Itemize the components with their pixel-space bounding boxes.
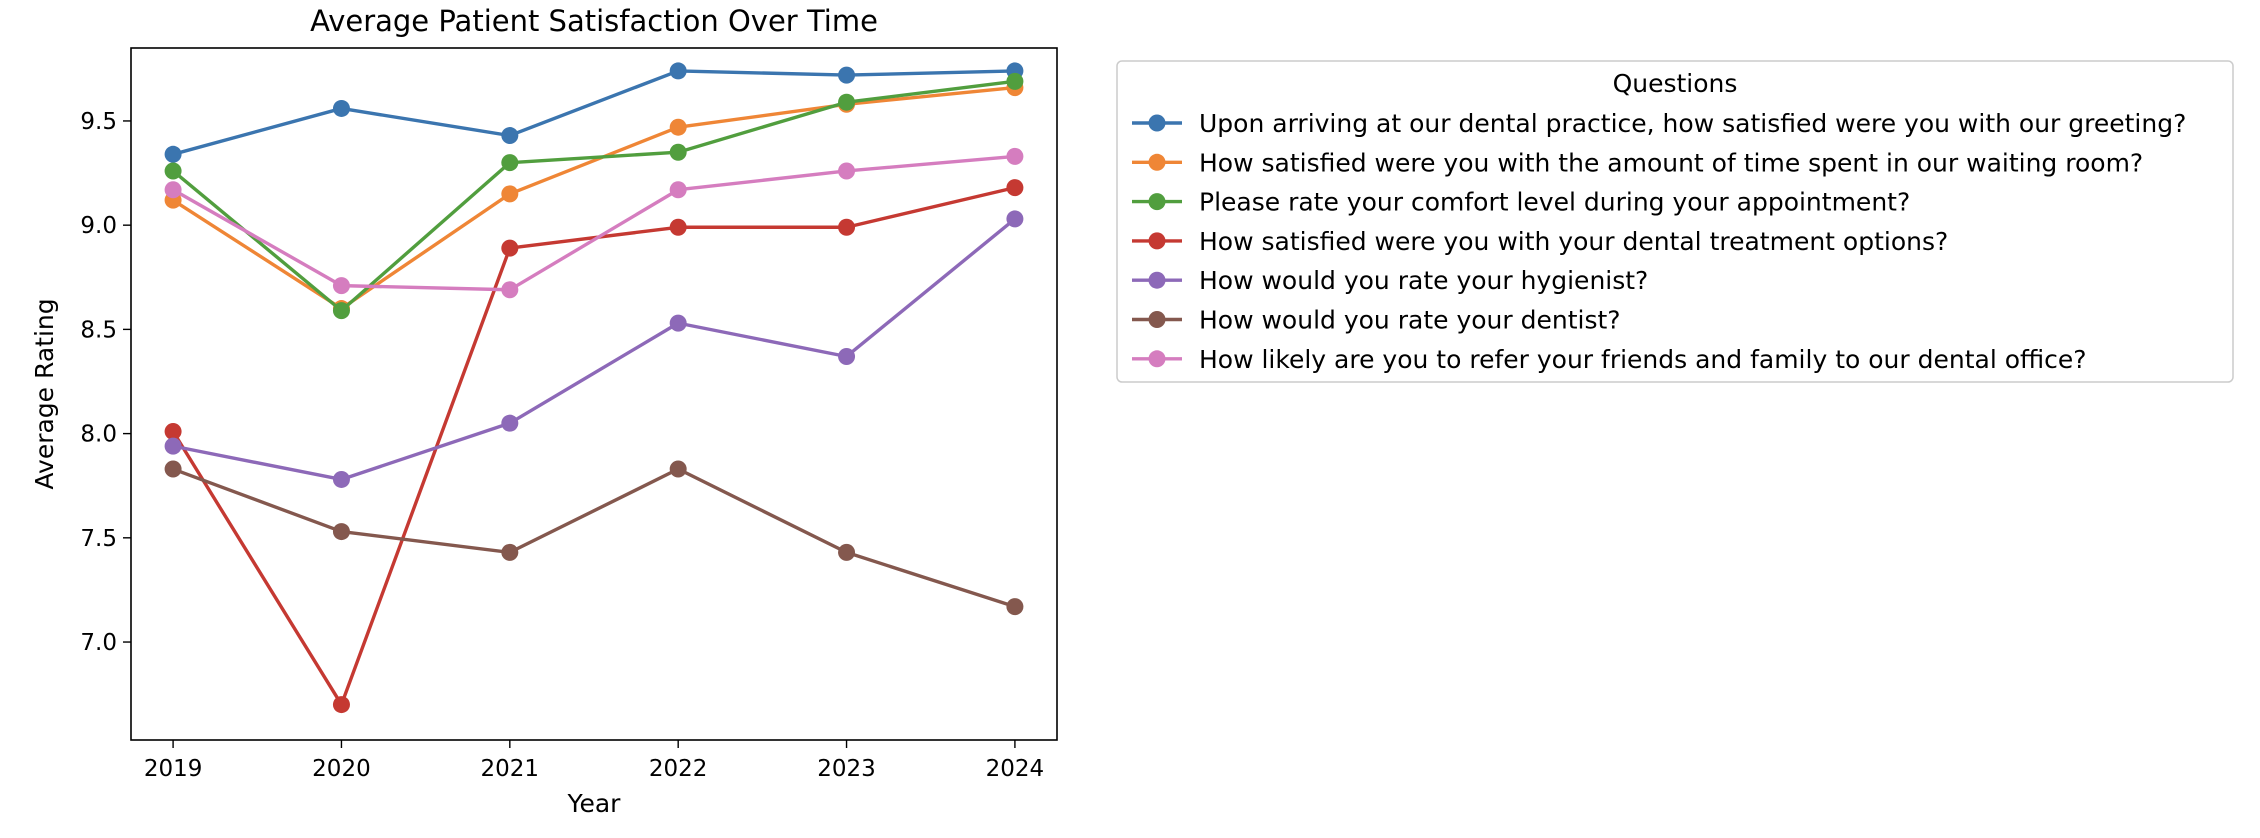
data-point [332, 470, 350, 488]
data-point [669, 62, 687, 80]
legend-marker [1148, 271, 1166, 289]
data-point [164, 423, 182, 441]
data-point [332, 696, 350, 714]
data-point [164, 437, 182, 455]
legend-item: How would you rate your dentist? [1132, 306, 1621, 335]
data-point [838, 93, 856, 111]
data-point [669, 218, 687, 236]
y-tick-label: 8.0 [80, 422, 117, 448]
series-line [172, 154, 1016, 292]
series-line [171, 185, 1016, 707]
data-point [838, 218, 856, 236]
plot-area [130, 47, 1058, 741]
legend-marker [1148, 114, 1166, 132]
x-tick-label: 2020 [312, 756, 371, 782]
legend-item: Upon arriving at our dental practice, ho… [1132, 109, 2186, 138]
y-tick-label: 7.0 [80, 630, 117, 656]
data-point [838, 543, 856, 561]
legend-marker [1148, 153, 1166, 171]
data-point [501, 154, 519, 172]
legend-label: How would you rate your hygienist? [1199, 266, 1648, 295]
legend-item: Please rate your comfort level during yo… [1132, 188, 1910, 217]
data-point [332, 99, 350, 117]
data-point [669, 314, 687, 332]
legend-marker [1148, 193, 1166, 211]
legend-marker [1148, 350, 1166, 368]
legend-items: Upon arriving at our dental practice, ho… [1132, 109, 2186, 374]
legend-title: Questions [1613, 69, 1738, 98]
data-point [669, 460, 687, 478]
x-axis: 2019 2020 2021 2022 2023 2024 [144, 740, 1044, 782]
series-3 [164, 72, 1024, 320]
legend-label: How likely are you to refer your friends… [1199, 345, 2087, 374]
data-point [164, 181, 182, 199]
data-point [838, 66, 856, 84]
y-axis: 7.0 7.5 8.0 8.5 9.0 9.5 [80, 109, 131, 656]
x-tick-label: 2023 [817, 756, 876, 782]
data-point [838, 162, 856, 180]
data-point [1006, 210, 1024, 228]
legend-label: How would you rate your dentist? [1199, 306, 1621, 335]
legend-item: How satisfied were you with the amount o… [1132, 148, 2143, 177]
series-6 [164, 460, 1024, 616]
y-tick-label: 9.0 [80, 213, 117, 239]
legend-item: How satisfied were you with your dental … [1132, 227, 1948, 256]
y-tick-label: 8.5 [80, 317, 117, 343]
legend-label: How satisfied were you with the amount o… [1199, 148, 2143, 177]
x-tick-label: 2024 [986, 756, 1045, 782]
data-point [1006, 598, 1024, 616]
data-point [501, 239, 519, 257]
series-2 [164, 79, 1024, 318]
series-line [172, 79, 1016, 313]
data-point [501, 127, 519, 145]
data-point [164, 145, 182, 163]
data-point [1006, 72, 1024, 90]
x-axis-label: Year [567, 789, 622, 818]
series-layer [164, 62, 1024, 714]
data-point [501, 543, 519, 561]
data-point [1006, 147, 1024, 165]
legend-item: How would you rate your hygienist? [1132, 266, 1648, 295]
x-tick-label: 2022 [649, 756, 708, 782]
data-point [669, 143, 687, 161]
y-tick-label: 9.5 [80, 109, 117, 135]
legend-item: How likely are you to refer your friends… [1132, 345, 2087, 374]
series-7 [164, 147, 1024, 299]
series-5 [164, 210, 1024, 488]
legend: Questions Upon arriving at our dental pr… [1116, 60, 2234, 383]
data-point [669, 118, 687, 136]
y-tick-label: 7.5 [80, 526, 117, 552]
series-line [172, 467, 1016, 609]
data-point [332, 302, 350, 320]
legend-label: Please rate your comfort level during yo… [1199, 188, 1910, 217]
x-tick-label: 2021 [481, 756, 540, 782]
series-line [172, 217, 1016, 482]
data-point [838, 347, 856, 365]
data-point [164, 460, 182, 478]
legend-marker [1148, 232, 1166, 250]
legend-marker [1148, 311, 1166, 328]
series-1 [164, 62, 1024, 163]
y-axis-label: Average Rating [30, 298, 59, 489]
chart-title: Average Patient Satisfaction Over Time [310, 4, 878, 38]
data-point [164, 162, 182, 180]
data-point [1006, 179, 1024, 197]
data-point [501, 185, 519, 203]
data-point [669, 181, 687, 199]
series-line [172, 69, 1015, 156]
legend-box [1116, 60, 2234, 383]
data-point [332, 523, 350, 541]
legend-label: Upon arriving at our dental practice, ho… [1199, 109, 2186, 138]
data-point [501, 414, 519, 432]
series-4 [164, 179, 1024, 714]
series-line [172, 85, 1016, 311]
legend-label: How satisfied were you with your dental … [1199, 227, 1948, 256]
data-point [501, 281, 519, 299]
x-tick-label: 2019 [144, 756, 203, 782]
data-point [332, 277, 350, 295]
